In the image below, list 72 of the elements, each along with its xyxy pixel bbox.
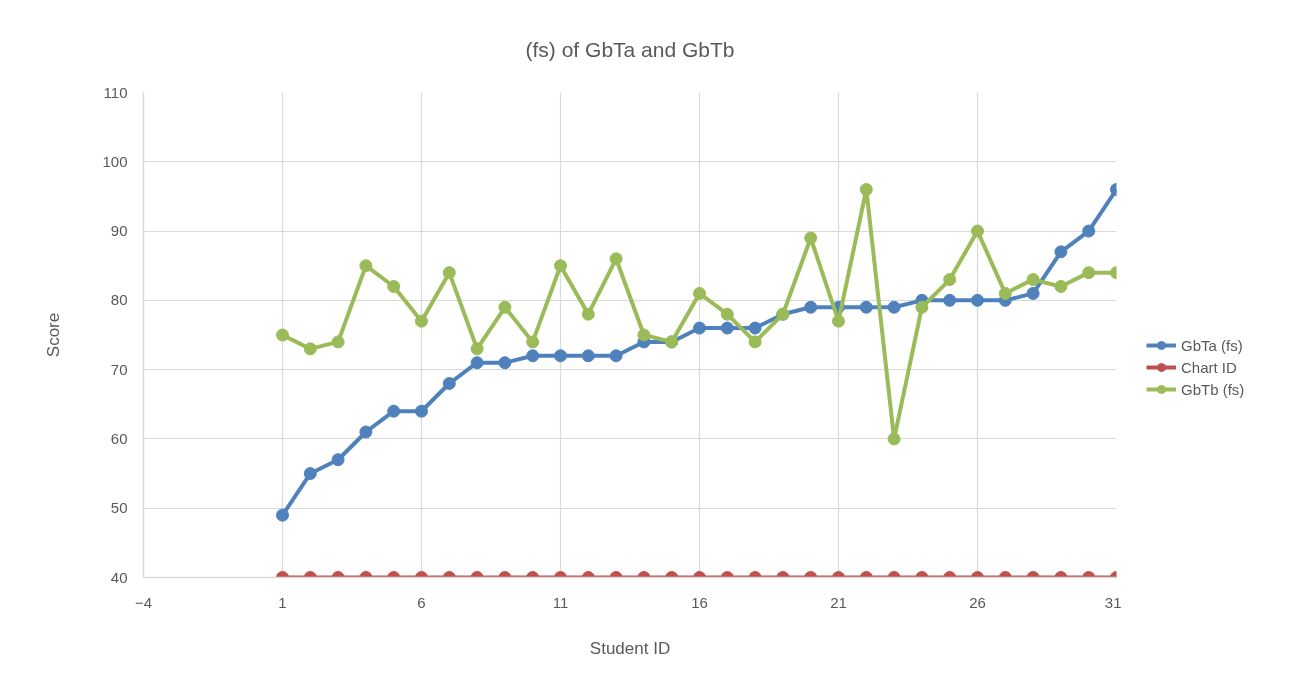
x-tick-label: 16 [691,593,708,611]
point [303,342,317,356]
point [887,300,901,314]
point [581,307,595,321]
point [748,335,762,349]
point [442,377,456,390]
point [859,300,873,314]
point [971,293,984,307]
point [720,307,734,321]
point [748,321,762,335]
x-tick-label: 26 [969,593,986,611]
point [331,335,345,349]
point [804,300,818,314]
point [1026,273,1040,287]
point [832,314,845,328]
y-tick-label: 60 [110,429,128,447]
point [609,252,623,266]
y-axis-title: Score [44,312,64,358]
point [998,286,1012,300]
point [915,300,929,314]
point [1082,224,1096,238]
point [693,286,706,300]
point [331,453,345,467]
y-tick-label: 70 [110,360,128,378]
x-tick-label: 1 [278,593,287,611]
point [276,328,289,342]
x-axis-title: Student ID [589,638,671,658]
point [554,259,567,273]
point [1026,286,1040,300]
point [609,349,623,363]
point [415,314,428,328]
point [415,404,428,418]
point [387,280,401,293]
point [943,293,957,307]
point [526,335,540,349]
point [637,328,651,342]
point [859,183,873,196]
chart-title: (fs) of GbTa and GbTb [525,37,735,61]
point [498,300,512,314]
point [498,356,512,370]
y-tick-label: 100 [102,152,128,170]
point [554,349,567,363]
point [470,356,484,370]
point [526,349,540,363]
y-tick-label: 80 [110,291,128,309]
point [693,321,706,335]
point [943,273,957,287]
x-tick-label: 21 [830,593,847,611]
y-tick-label: 40 [110,568,128,586]
y-tick-label: 50 [110,499,128,517]
point [887,432,901,446]
point [387,404,401,418]
point [581,349,595,363]
y-tick-label: 110 [103,83,128,101]
point [1082,266,1096,280]
x-tick-label: −4 [134,593,153,611]
point [442,266,456,280]
point [1054,245,1068,259]
legend-label: Chart ID [1181,358,1237,376]
legend-label: GbTb (fs) [1181,380,1245,398]
y-tick-label: 90 [110,222,128,240]
point [470,342,484,356]
point [804,231,818,245]
point [720,321,734,335]
point [359,259,373,273]
x-tick-label: 6 [417,593,426,611]
legend-label: GbTa (fs) [1181,336,1243,354]
x-tick-label: 31 [1104,593,1122,611]
point [971,224,984,238]
point [359,425,373,439]
x-tick-label: 11 [552,593,569,611]
point [1054,280,1068,293]
